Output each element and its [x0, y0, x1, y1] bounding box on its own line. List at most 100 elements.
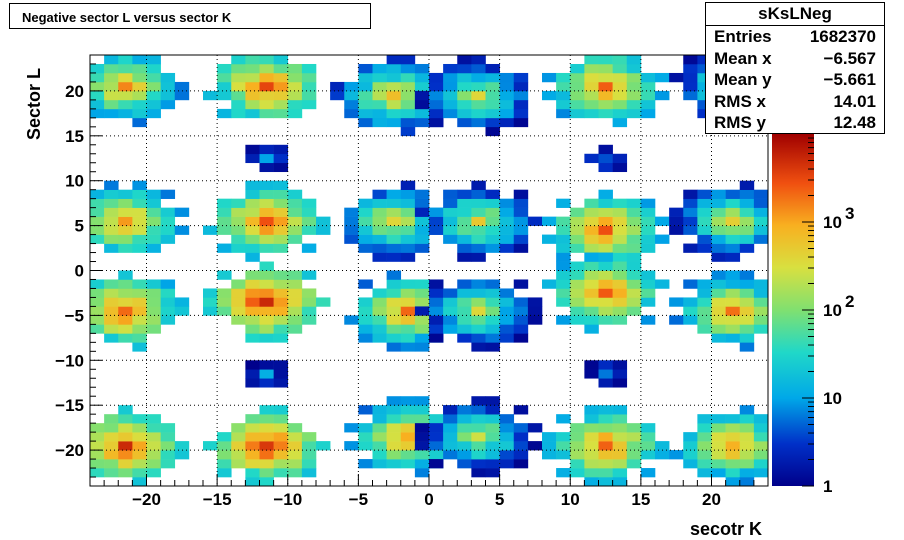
heatmap-cell: [160, 99, 176, 110]
heatmap-cell: [471, 90, 486, 101]
heatmap-cell: [485, 315, 500, 325]
heatmap-cell: [400, 189, 416, 199]
heatmap-cell: [118, 315, 133, 325]
heatmap-cell: [146, 441, 161, 451]
heatmap-cell: [386, 90, 402, 101]
heatmap-cell: [386, 55, 402, 65]
heatmap-cell: [259, 189, 274, 199]
heatmap-cell: [485, 81, 500, 92]
heatmap-cell: [245, 306, 260, 316]
heatmap-cell: [259, 108, 274, 119]
stats-label: RMS x: [714, 91, 766, 111]
heatmap-cell: [132, 342, 147, 352]
heatmap-cell: [471, 108, 486, 119]
heatmap-cell: [217, 198, 232, 208]
heatmap-cell: [499, 333, 515, 343]
heatmap-cell: [655, 279, 670, 289]
heatmap-cell: [400, 81, 416, 92]
heatmap-cell: [739, 306, 755, 316]
heatmap-cell: [570, 108, 585, 119]
heatmap-cell: [400, 315, 416, 325]
heatmap-cell: [372, 288, 387, 298]
heatmap-cell: [556, 315, 571, 325]
heatmap-cell: [386, 432, 402, 442]
heatmap-cell: [457, 324, 472, 334]
heatmap-cell: [259, 369, 274, 379]
heatmap-cell: [669, 297, 684, 307]
heatmap-cell: [132, 477, 147, 487]
heatmap-cell: [753, 279, 769, 289]
heatmap-cell: [203, 441, 218, 451]
heatmap-cell: [570, 459, 585, 469]
heatmap-cell: [683, 243, 698, 253]
heatmap-cell: [118, 414, 133, 424]
heatmap-cell: [132, 81, 147, 92]
heatmap-cell: [570, 216, 585, 226]
heatmap-cell: [414, 342, 430, 352]
heatmap-cell: [499, 432, 515, 442]
heatmap-cell: [697, 450, 712, 460]
heatmap-cell: [104, 108, 119, 119]
heatmap-cell: [626, 432, 642, 442]
heatmap-cell: [414, 198, 430, 208]
z-tick-label: 1: [823, 477, 832, 496]
heatmap-cell: [217, 459, 232, 469]
heatmap-cell: [273, 153, 289, 164]
heatmap-cell: [471, 396, 486, 406]
heatmap-cell: [429, 99, 444, 110]
heatmap-cell: [753, 324, 769, 334]
heatmap-cell: [499, 441, 515, 451]
heatmap-cell: [245, 198, 260, 208]
heatmap-cell: [301, 81, 317, 92]
heatmap-cell: [725, 333, 741, 343]
heatmap-cell: [584, 414, 599, 424]
heatmap-cell: [669, 315, 684, 325]
heatmap-cell: [556, 279, 571, 289]
heatmap-cell: [372, 414, 387, 424]
heatmap-cell: [711, 234, 726, 244]
heatmap-cell: [612, 405, 628, 415]
heatmap-cell: [287, 423, 303, 433]
heatmap-cell: [245, 144, 260, 155]
heatmap-cell: [245, 243, 260, 253]
heatmap-cell: [358, 441, 373, 451]
heatmap-cell: [301, 432, 317, 442]
heatmap-cell: [640, 99, 656, 110]
heatmap-cell: [725, 306, 741, 316]
heatmap-cell: [725, 297, 741, 307]
heatmap-cell: [132, 180, 147, 190]
heatmap-cell: [570, 81, 585, 92]
heatmap-cell: [90, 468, 105, 478]
heatmap-cell: [287, 288, 303, 298]
heatmap-cell: [457, 234, 472, 244]
heatmap-cell: [414, 468, 430, 478]
heatmap-cell: [457, 441, 472, 451]
heatmap-cell: [612, 162, 628, 173]
heatmap-cell: [584, 324, 599, 334]
heatmap-cell: [429, 90, 444, 101]
heatmap-cell: [358, 117, 373, 128]
heatmap-cell: [301, 459, 317, 469]
heatmap-cell: [739, 324, 755, 334]
heatmap-cell: [739, 468, 755, 478]
heatmap-cell: [584, 360, 599, 370]
heatmap-cell: [372, 315, 387, 325]
heatmap-cell: [259, 288, 274, 298]
heatmap-cell: [443, 72, 458, 83]
heatmap-cell: [414, 63, 430, 74]
heatmap-cell: [683, 279, 698, 289]
heatmap-cell: [626, 207, 642, 217]
y-axis: 20 15 10 5 0 −5 −10 −15 −20: [55, 54, 102, 487]
heatmap-cell: [513, 306, 529, 316]
heatmap-cell: [358, 459, 373, 469]
heatmap-cell: [118, 468, 133, 478]
heatmap-cell: [174, 450, 190, 460]
heatmap-cell: [598, 432, 613, 442]
heatmap-cell: [104, 81, 119, 92]
heatmap-cell: [104, 423, 119, 433]
heatmap-cell: [457, 414, 472, 424]
heatmap-cells: [90, 55, 769, 487]
heatmap-cell: [245, 90, 260, 101]
heatmap-cell: [429, 333, 444, 343]
heatmap-cell: [429, 225, 444, 235]
